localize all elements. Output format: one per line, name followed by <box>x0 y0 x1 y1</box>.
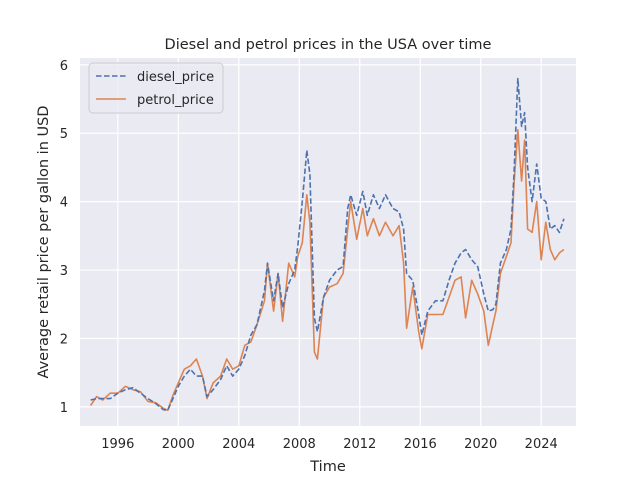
y-tick-label: 3 <box>60 264 68 279</box>
x-tick-label: 2024 <box>525 437 558 452</box>
x-tick-label: 2016 <box>404 437 437 452</box>
legend-petrol-label: petrol_price <box>137 93 214 108</box>
x-tick-label: 1996 <box>101 437 134 452</box>
y-tick-label: 5 <box>60 127 68 142</box>
legend-diesel-label: diesel_price <box>137 70 214 85</box>
series-line-diesel-price <box>90 77 565 412</box>
plot-area <box>80 58 576 426</box>
tick-labels: 1996 2000 2004 2008 2012 2016 2020 2024 1 2 3 4 5 6 <box>60 59 558 452</box>
y-tick-label: 2 <box>60 332 68 347</box>
x-axis-label: Time <box>309 459 346 475</box>
y-tick-label: 4 <box>60 196 68 211</box>
x-tick-label: 2008 <box>283 437 316 452</box>
legend: diesel_price petrol_price <box>88 62 224 114</box>
grid-lines <box>80 58 576 426</box>
series-layer <box>89 77 565 412</box>
y-tick-label: 1 <box>60 401 68 416</box>
chart-title: Diesel and petrol prices in the USA over… <box>165 37 492 53</box>
x-tick-label: 2012 <box>343 437 376 452</box>
x-tick-label: 2000 <box>162 437 195 452</box>
x-tick-label: 2004 <box>222 437 255 452</box>
y-axis-label: Average retail price per gallon in USD <box>36 106 52 379</box>
x-tick-label: 2020 <box>464 437 497 452</box>
y-tick-label: 6 <box>60 59 68 74</box>
series-line-petrol-price <box>89 129 565 412</box>
